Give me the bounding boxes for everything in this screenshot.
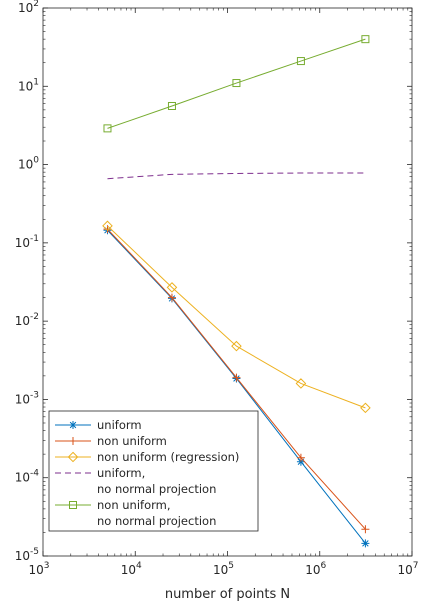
legend-entry: non uniform, no normal projection xyxy=(55,498,216,528)
legend-entry: uniform, no normal projection xyxy=(55,466,216,496)
series-4 xyxy=(103,35,370,133)
y-tick-label: 101 xyxy=(18,77,39,93)
y-tick-label: 10-2 xyxy=(15,312,39,328)
data-point xyxy=(361,35,370,44)
legend-label: uniform xyxy=(97,418,142,432)
series-line xyxy=(107,225,366,409)
legend-label: uniform, no normal projection xyxy=(97,466,216,496)
y-tick-label: 102 xyxy=(18,0,39,15)
y-tick-label: 10-3 xyxy=(15,390,39,406)
y-tick-label: 10-1 xyxy=(15,234,39,250)
legend-label: non uniform xyxy=(97,434,167,448)
legend-marker xyxy=(69,421,77,429)
legend-entry: non uniform (regression) xyxy=(55,450,239,464)
data-point xyxy=(231,340,242,352)
legend-marker xyxy=(67,451,79,463)
legend-label: non uniform, no normal projection xyxy=(97,498,216,528)
legend-label: non uniform (regression) xyxy=(97,450,239,464)
axes: 103 104 105 106 107 10-5 10-4 10-3 10-2 10-1 100 10… xyxy=(15,0,419,577)
legend-entry: uniform xyxy=(55,418,142,432)
data-point xyxy=(166,282,178,293)
data-point xyxy=(361,539,370,548)
legend-marker xyxy=(69,437,77,445)
y-tick-label: 100 xyxy=(18,156,39,172)
data-point xyxy=(167,293,176,302)
data-point xyxy=(360,402,371,414)
data-point xyxy=(232,79,241,88)
legend: uniform non uniform non uniform (regressio… xyxy=(48,410,259,532)
legend-entry: non uniform xyxy=(55,434,167,448)
data-point xyxy=(361,525,370,534)
data-point xyxy=(296,453,305,462)
plot-frame xyxy=(42,7,413,557)
x-tick-label: 107 xyxy=(397,561,418,577)
x-tick-label: 104 xyxy=(121,561,142,577)
series-3 xyxy=(107,172,366,180)
x-tick-label: 106 xyxy=(305,561,326,577)
data-point xyxy=(167,101,176,110)
x-tick-label: 105 xyxy=(213,561,234,577)
data-point xyxy=(296,457,305,466)
data-point xyxy=(103,124,112,133)
data-point xyxy=(102,220,113,232)
data-point xyxy=(296,57,305,66)
data-point xyxy=(232,373,241,382)
y-tick-label: 10-5 xyxy=(15,547,39,563)
legend-box xyxy=(48,410,259,532)
x-axis-label: number of points N xyxy=(165,587,290,602)
series-marks xyxy=(102,35,371,548)
data-point xyxy=(295,378,307,389)
series-line xyxy=(107,172,366,180)
x-tick-label: 103 xyxy=(28,561,49,577)
series-2 xyxy=(102,220,371,414)
legend-marker xyxy=(69,501,77,509)
y-tick-label: 10-4 xyxy=(15,469,40,485)
series-line xyxy=(107,38,366,129)
